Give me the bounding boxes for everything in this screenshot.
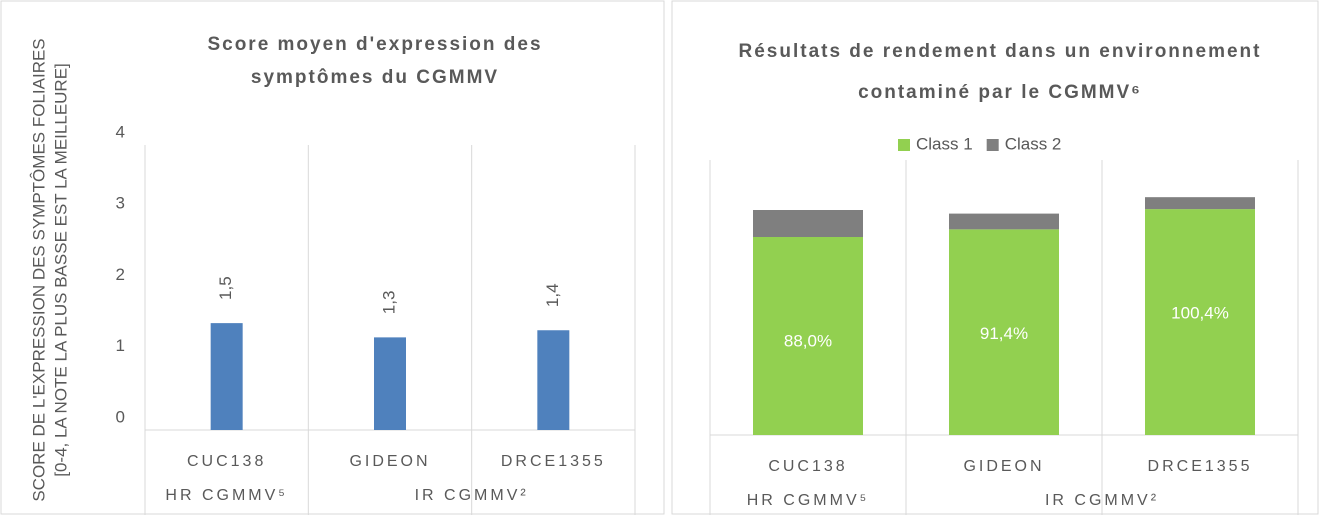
x-tick-label: DRCE1355 [1148,458,1253,475]
data-label: 1,3 [379,291,398,315]
group-label: HR CGMMV⁵ [165,487,288,504]
data-label: 88,0% [784,331,832,350]
chart-title: Résultats de rendement dans un environne… [739,41,1262,62]
legend-swatch [898,139,910,151]
chart-title: symptômes du CGMMV [251,67,499,88]
data-label: 1,4 [543,283,562,307]
legend-label: Class 2 [1005,134,1062,153]
x-tick-label: CUC138 [768,458,847,475]
chart-title: contaminé par le CGMMV⁶ [858,82,1142,103]
bar-segment [1145,197,1255,210]
bar-segment [949,213,1059,230]
x-tick-label: CUC138 [187,453,266,470]
bar-segment [949,229,1059,435]
y-axis-label: [0-4, LA NOTE LA PLUS BASSE EST LA MEILL… [51,63,70,477]
x-tick-label: DRCE1355 [501,453,606,470]
legend-label: Class 1 [916,134,973,153]
panel-left [0,0,665,515]
y-tick-label: 0 [116,407,125,426]
bar-segment [1145,209,1255,435]
y-tick-label: 1 [116,336,125,355]
bar-segment [753,210,863,237]
bar [210,323,243,430]
x-tick-label: GIDEON [349,453,430,470]
data-label: 1,5 [216,276,235,300]
y-tick-label: 4 [116,122,125,141]
group-label: IR CGMMV² [1045,492,1159,509]
legend-swatch [986,139,999,151]
y-tick-label: 3 [116,194,125,213]
bar-segment [753,237,863,435]
group-label: HR CGMMV⁵ [747,492,870,509]
y-axis-label: SCORE DE L'EXPRESSION DES SYMPTÔMES FOLI… [29,38,48,501]
bar [537,330,570,430]
chart-title: Score moyen d'expression des [207,34,542,55]
panel-right [671,0,1319,515]
data-label: 91,4% [980,324,1028,343]
group-label: IR CGMMV² [415,487,529,504]
y-tick-label: 2 [116,265,125,284]
x-tick-label: GIDEON [963,458,1044,475]
data-label: 100,4% [1171,304,1229,323]
bar [374,337,406,430]
